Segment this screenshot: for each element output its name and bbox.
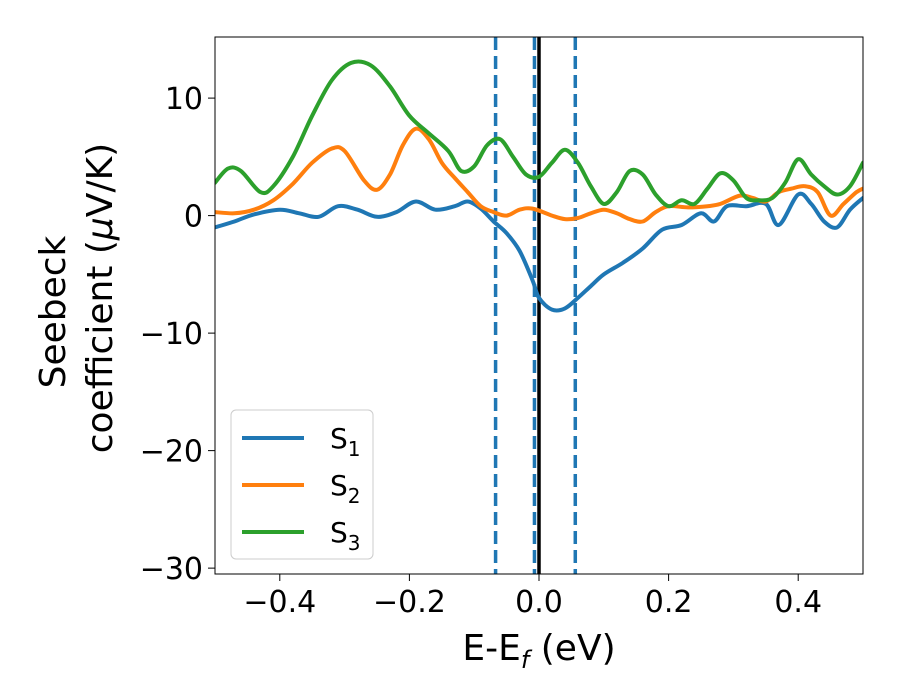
x-tick-label: 0.0 (515, 585, 563, 620)
reference-lines (493, 37, 578, 574)
legend-label-s1: S1 (330, 422, 361, 461)
x-tick-label: 0.4 (774, 585, 822, 620)
x-tick-label: 0.2 (645, 585, 693, 620)
y-axis-title-line2: coefficient (μV/K) (80, 143, 121, 453)
y-tick-label: 0 (184, 200, 203, 235)
y-tick-label: −30 (140, 552, 203, 587)
series-line-s3 (215, 59, 863, 209)
series-line-s1 (215, 191, 863, 313)
series-lines (215, 59, 863, 313)
legend-label-s2: S2 (330, 469, 361, 508)
y-axis-title-line1: Seebeck (33, 235, 74, 388)
y-tick-label: 10 (165, 82, 203, 117)
axis-ticks: −0.4 −0.2 0.0 0.2 0.4 −30 −20 −10 0 10 (140, 82, 822, 620)
legend-label-s3: S3 (330, 516, 361, 555)
y-tick-label: −10 (140, 317, 203, 352)
x-tick-label: −0.4 (243, 585, 316, 620)
x-tick-label: −0.2 (373, 585, 446, 620)
legend: S1 S2 S3 (230, 409, 374, 560)
x-axis-title: E-Ef (eV) (462, 628, 615, 674)
y-tick-label: −20 (140, 435, 203, 470)
